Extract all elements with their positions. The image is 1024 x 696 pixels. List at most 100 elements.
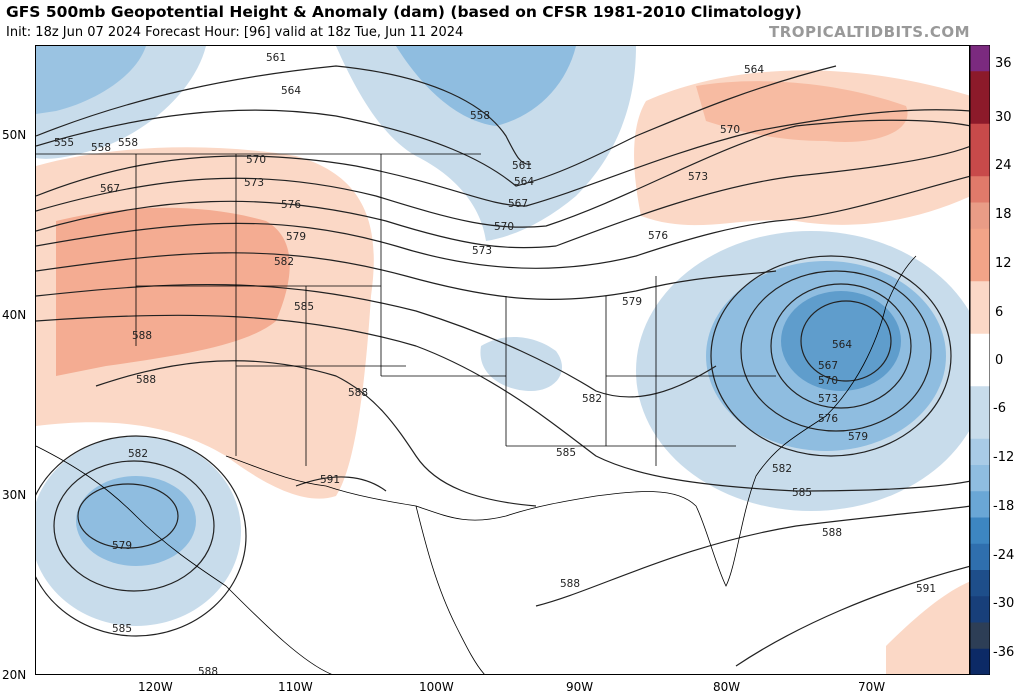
lon-label-110w: 110W — [278, 680, 313, 694]
contour-label: 567 — [508, 198, 528, 210]
contour-label: 564 — [832, 339, 852, 351]
colorbar-swatch — [970, 412, 990, 440]
contour-label: 570 — [494, 221, 514, 233]
contour-label: 582 — [274, 256, 294, 268]
colorbar-swatch — [970, 307, 990, 335]
lat-label-20n: 20N — [2, 668, 27, 682]
low-pacific-585 — [36, 435, 247, 637]
contour-label: 567 — [100, 183, 120, 195]
contour-label: 588 — [822, 527, 842, 539]
contour-588-west — [95, 360, 537, 507]
contour-label: 582 — [582, 393, 602, 405]
colorbar-tick: 6 — [995, 305, 1004, 320]
contour-585 — [36, 314, 969, 492]
contour-label: 582 — [772, 463, 792, 475]
contour-588-south — [535, 505, 969, 607]
contour-label: 570 — [818, 375, 838, 387]
anomaly-map: 50N 40N 30N 20N 561 564 558 555 558 567 … — [35, 45, 970, 675]
colorbar-tick: 30 — [995, 110, 1012, 125]
colorbar-tick: -30 — [993, 596, 1015, 611]
contour-591-east — [735, 565, 969, 667]
contour-label: 588 — [132, 330, 152, 342]
colorbar-tick: 24 — [995, 158, 1012, 173]
height-contours — [36, 65, 969, 667]
contour-561 — [36, 65, 532, 165]
contour-label: 567 — [818, 360, 838, 372]
colorbar-swatch — [970, 622, 990, 650]
contour-label: 570 — [720, 124, 740, 136]
colorbar-tick: 0 — [995, 353, 1004, 368]
low-pacific-579 — [77, 483, 179, 549]
colorbar-tick: -18 — [993, 499, 1015, 514]
colorbar-swatch — [970, 255, 990, 282]
colorbar-swatch — [970, 71, 990, 98]
colorbar-tick: 12 — [995, 256, 1012, 271]
colorbar-swatch — [970, 465, 990, 492]
contour-label: 579 — [286, 231, 306, 243]
colorbar-swatch — [970, 333, 990, 361]
colorbar-tick: -36 — [993, 645, 1015, 660]
negative-anomaly-north-core — [396, 46, 576, 126]
contour-570 — [36, 119, 969, 228]
contour-label: 561 — [512, 160, 532, 172]
colorbar-swatches — [970, 45, 990, 675]
contour-591 — [295, 476, 387, 492]
contour-label: 588 — [198, 666, 218, 675]
colorbar-swatch — [970, 570, 990, 597]
contour-label: 591 — [320, 474, 340, 486]
colorbar-swatch — [970, 228, 990, 256]
colorbar-swatch — [970, 281, 990, 308]
contour-label: 588 — [348, 387, 368, 399]
negative-anomaly-midwest — [480, 336, 562, 391]
colorbar-tick: 18 — [995, 207, 1012, 222]
contour-label: 555 — [54, 137, 74, 149]
low-east-567 — [770, 283, 912, 409]
low-pacific-582 — [53, 460, 215, 592]
colorbar-swatch — [970, 543, 990, 571]
lon-label-120w: 120W — [138, 680, 173, 694]
contour-576 — [36, 175, 969, 269]
positive-anomaly-northeast-core — [696, 81, 908, 142]
contour-579 — [36, 252, 777, 301]
contour-label: 564 — [744, 64, 764, 76]
contour-label: 564 — [281, 85, 301, 97]
contour-label: 582 — [128, 448, 148, 460]
negative-anomaly-north — [336, 46, 636, 241]
colorbar-swatch — [970, 150, 990, 177]
contour-573 — [36, 146, 969, 249]
contour-label: 591 — [916, 583, 936, 595]
colorbar-swatch — [970, 517, 990, 545]
anomaly-shading — [36, 46, 969, 674]
colorbar-tick: -24 — [993, 548, 1015, 563]
contour-labels: 561 564 558 555 558 567 570 573 576 579 … — [54, 52, 936, 675]
lon-label-100w: 100W — [419, 680, 454, 694]
contour-label: 579 — [848, 431, 868, 443]
colorbar-swatch — [970, 360, 990, 387]
contour-label: 585 — [294, 301, 314, 313]
forecast-subtitle: Init: 18z Jun 07 2024 Forecast Hour: [96… — [6, 25, 464, 40]
political-boundaries — [36, 153, 917, 674]
colorbar-swatch — [970, 386, 990, 413]
contour-label: 585 — [792, 487, 812, 499]
contour-label: 579 — [622, 296, 642, 308]
negative-anomaly-northwest-core — [36, 46, 146, 114]
contour-label: 576 — [281, 199, 301, 211]
contour-label: 588 — [560, 578, 580, 590]
contour-label: 564 — [514, 176, 534, 188]
colorbar — [970, 45, 990, 675]
credit-watermark: TROPICALTIDBITS.COM — [769, 23, 970, 41]
contour-label: 573 — [472, 245, 492, 257]
contour-567 — [36, 109, 969, 207]
contour-label: 588 — [136, 374, 156, 386]
lat-label-40n: 40N — [2, 308, 27, 322]
positive-anomaly-southeast — [886, 581, 969, 674]
low-east-573 — [710, 255, 952, 457]
contour-564 — [36, 65, 837, 187]
contour-label: 570 — [246, 154, 266, 166]
colorbar-swatch — [970, 491, 990, 518]
contour-label: 576 — [818, 413, 838, 425]
contour-label: 573 — [688, 171, 708, 183]
positive-anomaly-west-core — [56, 207, 290, 376]
lon-label-70w: 70W — [858, 680, 886, 694]
colorbar-swatch — [970, 97, 990, 125]
